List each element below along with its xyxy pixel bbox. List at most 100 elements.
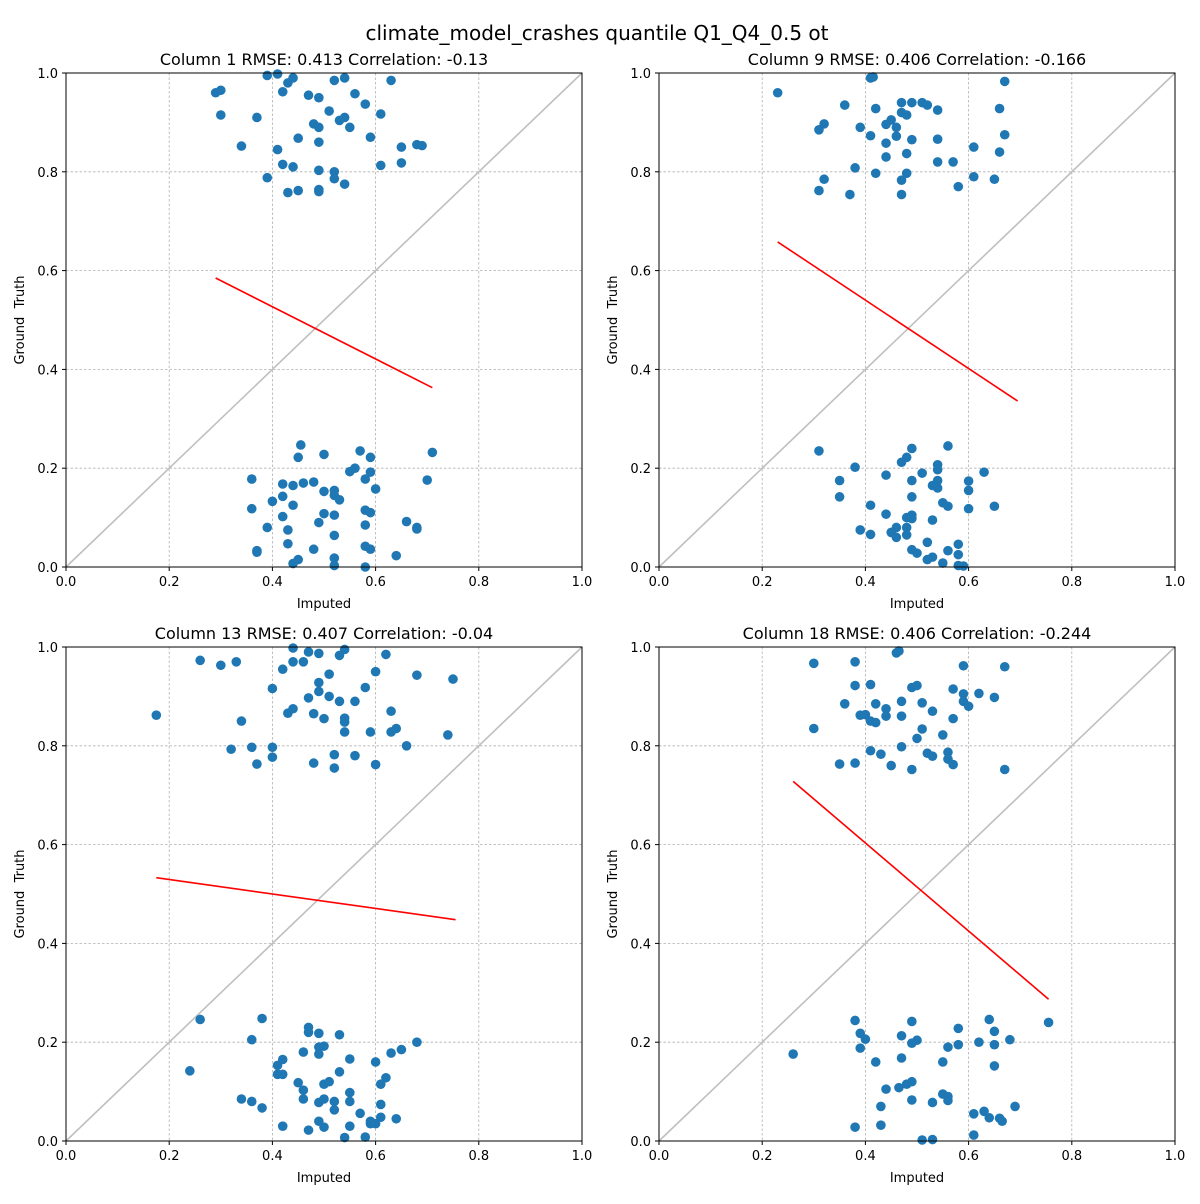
data-point bbox=[968, 142, 979, 152]
data-point bbox=[195, 655, 205, 666]
data-point bbox=[870, 717, 881, 728]
data-point bbox=[894, 646, 904, 656]
data-point bbox=[303, 90, 314, 101]
y-axis-label: Ground Truth bbox=[13, 849, 28, 938]
data-point bbox=[303, 693, 314, 703]
data-point bbox=[850, 1122, 860, 1132]
data-point bbox=[293, 452, 304, 463]
data-point bbox=[401, 516, 412, 527]
data-point bbox=[314, 186, 324, 197]
data-point bbox=[896, 97, 907, 108]
y-tick-label: 0.8 bbox=[630, 166, 651, 181]
subplot-title: Column 13 RMSE: 0.407 Correlation: -0.04 bbox=[155, 624, 493, 643]
subplot-title: Column 18 RMSE: 0.406 Correlation: -0.24… bbox=[743, 624, 1092, 643]
data-point bbox=[314, 1049, 324, 1059]
data-point bbox=[283, 538, 293, 549]
data-point bbox=[216, 110, 226, 120]
x-tick-label: 0.8 bbox=[468, 1149, 489, 1164]
x-tick-label: 0.6 bbox=[365, 575, 386, 590]
data-point bbox=[1010, 1101, 1020, 1112]
data-point bbox=[345, 466, 355, 477]
data-point bbox=[922, 537, 933, 548]
x-axis-label: Imputed bbox=[297, 1171, 351, 1186]
data-point bbox=[283, 187, 293, 198]
data-point bbox=[417, 140, 427, 151]
x-tick-label: 0.2 bbox=[159, 575, 180, 590]
data-point bbox=[979, 467, 989, 477]
x-tick-label: 0.2 bbox=[159, 1149, 180, 1164]
data-point bbox=[314, 517, 324, 528]
data-point bbox=[901, 110, 912, 120]
data-point bbox=[855, 122, 866, 133]
data-point bbox=[907, 492, 917, 502]
data-point bbox=[231, 657, 242, 667]
data-point bbox=[834, 475, 845, 486]
y-tick-label: 0.8 bbox=[630, 740, 651, 755]
data-point bbox=[391, 550, 402, 561]
data-point bbox=[994, 103, 1005, 114]
y-tick-label: 0.6 bbox=[630, 839, 651, 854]
data-point bbox=[850, 680, 860, 691]
data-point bbox=[865, 679, 876, 690]
data-point bbox=[375, 1112, 386, 1123]
regression-line bbox=[777, 241, 1019, 402]
data-point bbox=[958, 689, 969, 699]
data-point bbox=[314, 137, 324, 147]
data-point bbox=[277, 491, 288, 502]
data-point bbox=[298, 657, 309, 667]
data-point bbox=[350, 88, 360, 99]
data-point bbox=[350, 696, 360, 707]
regression-line bbox=[792, 780, 1050, 1000]
data-point bbox=[865, 500, 876, 511]
data-point bbox=[891, 122, 902, 133]
data-point bbox=[370, 759, 381, 770]
data-point bbox=[308, 708, 319, 719]
data-point bbox=[334, 1029, 345, 1040]
axes-frame bbox=[65, 646, 583, 1142]
x-tick-label: 0.0 bbox=[649, 1149, 670, 1164]
data-point bbox=[277, 159, 288, 170]
data-point bbox=[443, 730, 453, 740]
data-point bbox=[365, 544, 376, 555]
data-point bbox=[865, 745, 876, 756]
data-point bbox=[845, 189, 855, 200]
data-point bbox=[907, 764, 917, 775]
data-point bbox=[943, 1042, 953, 1052]
data-point bbox=[329, 510, 340, 520]
data-point bbox=[881, 509, 891, 519]
data-point bbox=[370, 484, 381, 494]
data-point bbox=[912, 680, 922, 691]
data-point bbox=[298, 478, 309, 488]
data-point bbox=[948, 759, 958, 770]
x-axis-label: Imputed bbox=[297, 597, 351, 612]
x-tick-label: 1.0 bbox=[572, 1149, 593, 1164]
data-point bbox=[272, 69, 283, 79]
y-tick-label: 0.2 bbox=[37, 1036, 58, 1051]
regression-line bbox=[215, 277, 433, 389]
data-point bbox=[938, 1057, 948, 1067]
data-point bbox=[334, 1067, 345, 1077]
y-tick-label: 1.0 bbox=[630, 67, 651, 82]
data-point bbox=[277, 511, 288, 522]
data-point bbox=[329, 749, 340, 760]
data-point bbox=[968, 1109, 979, 1119]
data-point bbox=[226, 744, 236, 755]
data-point bbox=[943, 747, 953, 758]
data-point bbox=[370, 666, 381, 677]
data-point bbox=[922, 100, 933, 110]
data-point bbox=[932, 464, 943, 475]
y-axis-label: Ground Truth bbox=[606, 849, 621, 938]
data-point bbox=[865, 130, 876, 141]
x-tick-label: 0.0 bbox=[56, 575, 77, 590]
subplot-1: 0.0 0.2 0.4 0.6 0.8 1.0 0.0 0.2 0.4 0.6 0.8 1.0 Colu… bbox=[13, 50, 592, 612]
data-point bbox=[927, 515, 938, 525]
data-point bbox=[288, 558, 298, 569]
data-point bbox=[319, 449, 329, 460]
data-point bbox=[989, 1039, 1000, 1050]
data-point bbox=[396, 1044, 407, 1055]
data-point bbox=[999, 129, 1010, 140]
data-point bbox=[334, 495, 345, 505]
data-point bbox=[963, 503, 974, 514]
y-tick-label: 0.4 bbox=[630, 363, 651, 378]
data-point bbox=[948, 713, 958, 724]
